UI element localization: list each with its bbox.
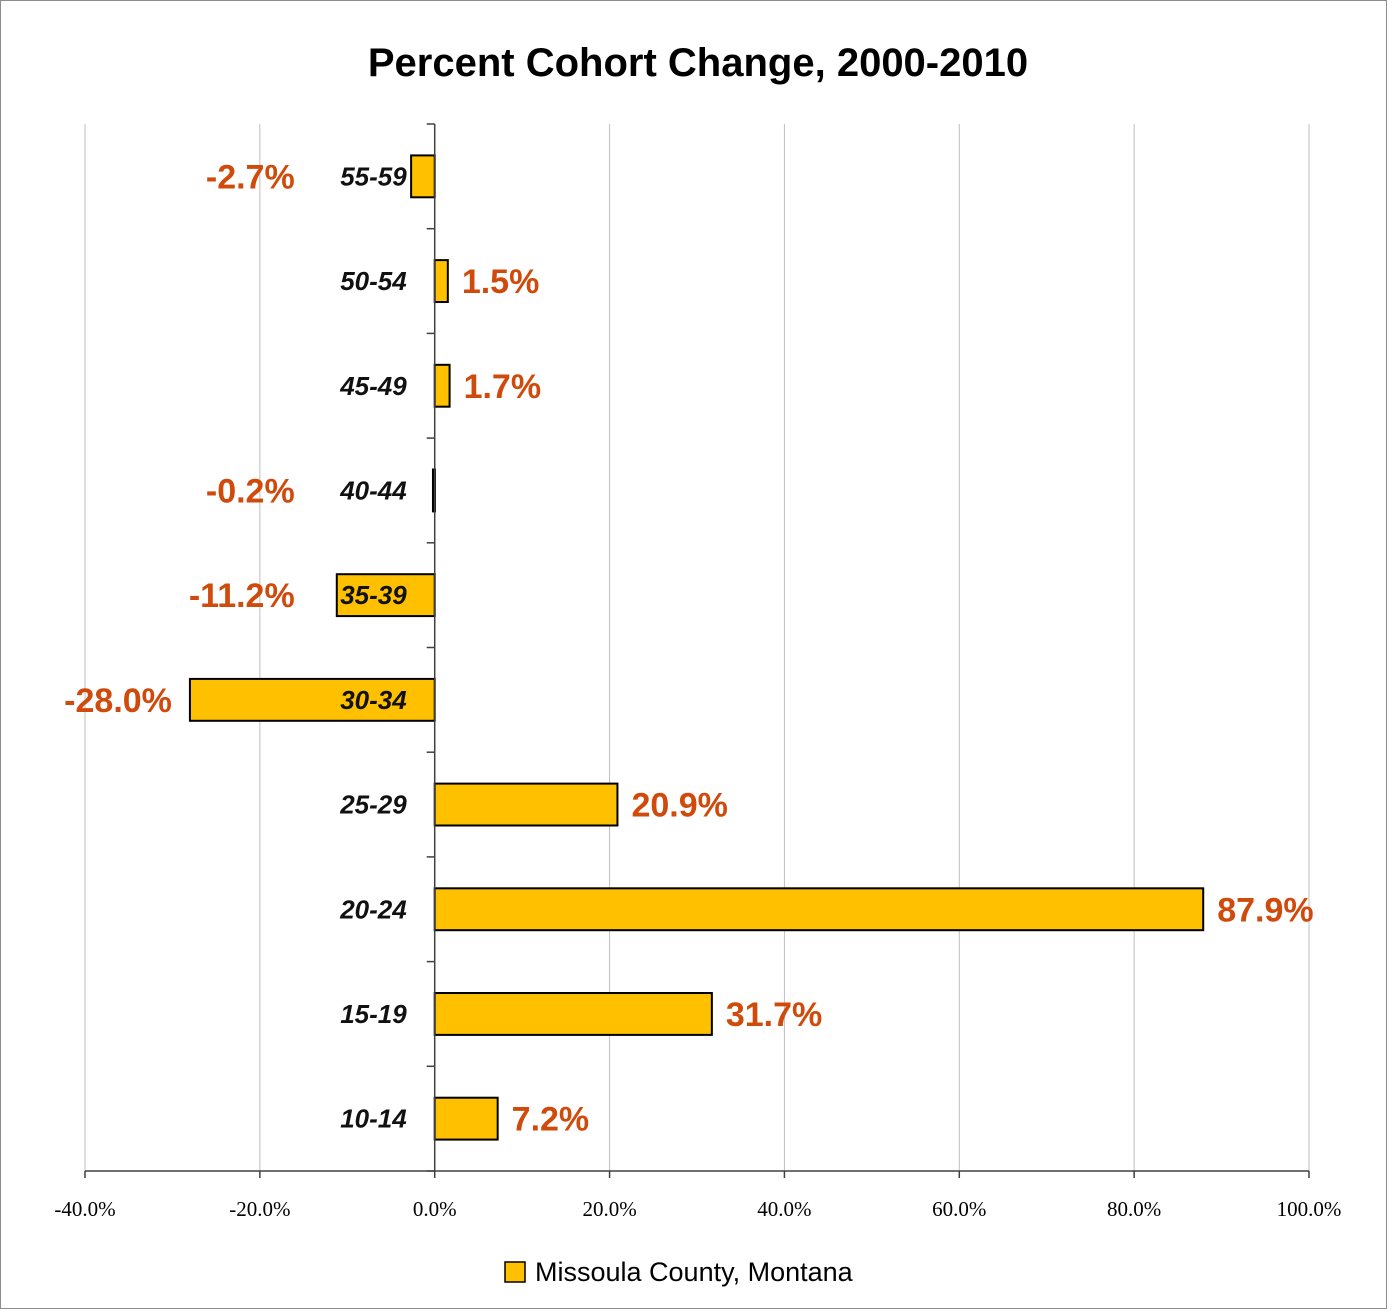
bar [433,259,449,303]
category-label: 10-14 [340,1104,407,1134]
data-label: -28.0% [64,682,172,720]
bar [433,887,1205,932]
data-label: 1.7% [464,368,542,406]
bar [433,1096,499,1141]
category-label: 30-34 [340,685,407,715]
category-label: 15-19 [340,999,407,1029]
x-tick-label: -20.0% [229,1197,290,1221]
labels: -40.0% -20.0% 0.0% 20.0% 40.0% 60.0% 80.0% 100.… [54,158,1341,1221]
legend-label: Missoula County, Montana [535,1257,854,1287]
chart-title: Percent Cohort Change, 2000-2010 [368,41,1028,85]
x-tick-label: 0.0% [413,1197,457,1221]
category-label: 55-59 [340,161,407,191]
data-label: 20.9% [631,787,727,825]
data-label: -11.2% [189,577,295,615]
data-label: 7.2% [512,1101,589,1139]
bar [433,363,451,408]
legend: Missoula County, Montana [504,1257,854,1287]
x-tick-label: 80.0% [1107,1197,1161,1221]
bar [433,782,619,827]
x-tick-label: 40.0% [757,1197,811,1221]
data-label: -0.2% [206,472,295,510]
legend-swatch [504,1261,526,1283]
data-label: -2.7% [206,158,295,196]
x-tick-label: 100.0% [1277,1197,1342,1221]
bar [410,154,436,199]
data-label: 31.7% [726,996,822,1034]
x-tick-label: 60.0% [932,1197,986,1221]
bar [335,573,436,618]
category-label: 25-29 [339,790,407,820]
category-label: 35-39 [340,580,407,610]
category-label: 40-44 [339,475,407,505]
bar [433,992,713,1036]
category-label: 20-24 [339,894,407,924]
data-label: 1.5% [462,263,540,301]
gridlines [84,124,1310,1171]
data-label: 87.9% [1217,891,1313,929]
x-tick-label: 20.0% [582,1197,636,1221]
bars [188,154,1205,1141]
axes [84,123,1310,1178]
category-label: 50-54 [340,266,407,296]
x-tick-label: -40.0% [54,1197,115,1221]
category-label: 45-49 [339,371,407,401]
